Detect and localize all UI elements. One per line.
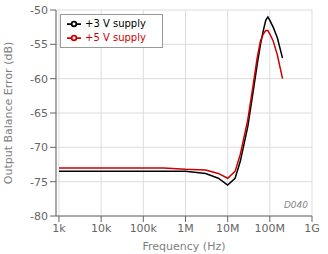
svg-text:Frequency (Hz): Frequency (Hz) bbox=[143, 240, 226, 253]
svg-text:1G: 1G bbox=[304, 222, 320, 235]
svg-text:1k: 1k bbox=[52, 222, 66, 235]
svg-text:-75: -75 bbox=[30, 176, 48, 189]
svg-text:-80: -80 bbox=[30, 210, 48, 223]
html-text:+5 V supply: +5 V supply bbox=[85, 32, 146, 43]
svg-text:-70: -70 bbox=[30, 141, 48, 154]
svg-text:100M: 100M bbox=[255, 222, 286, 235]
html-text:+3 V supply: +3 V supply bbox=[85, 18, 146, 29]
svg-text:10k: 10k bbox=[91, 222, 112, 235]
svg-text:Output Balance Error (dB): Output Balance Error (dB) bbox=[8, 42, 15, 185]
svg-text:-65: -65 bbox=[30, 107, 48, 120]
html-text:D040: D040 bbox=[283, 200, 308, 210]
svg-text:10M: 10M bbox=[216, 222, 240, 235]
svg-text:-60: -60 bbox=[30, 73, 48, 86]
svg-text:-55: -55 bbox=[30, 38, 48, 51]
svg-text:100k: 100k bbox=[130, 222, 158, 235]
svg-text:-50: -50 bbox=[30, 4, 48, 17]
svg-text:1M: 1M bbox=[177, 222, 194, 235]
